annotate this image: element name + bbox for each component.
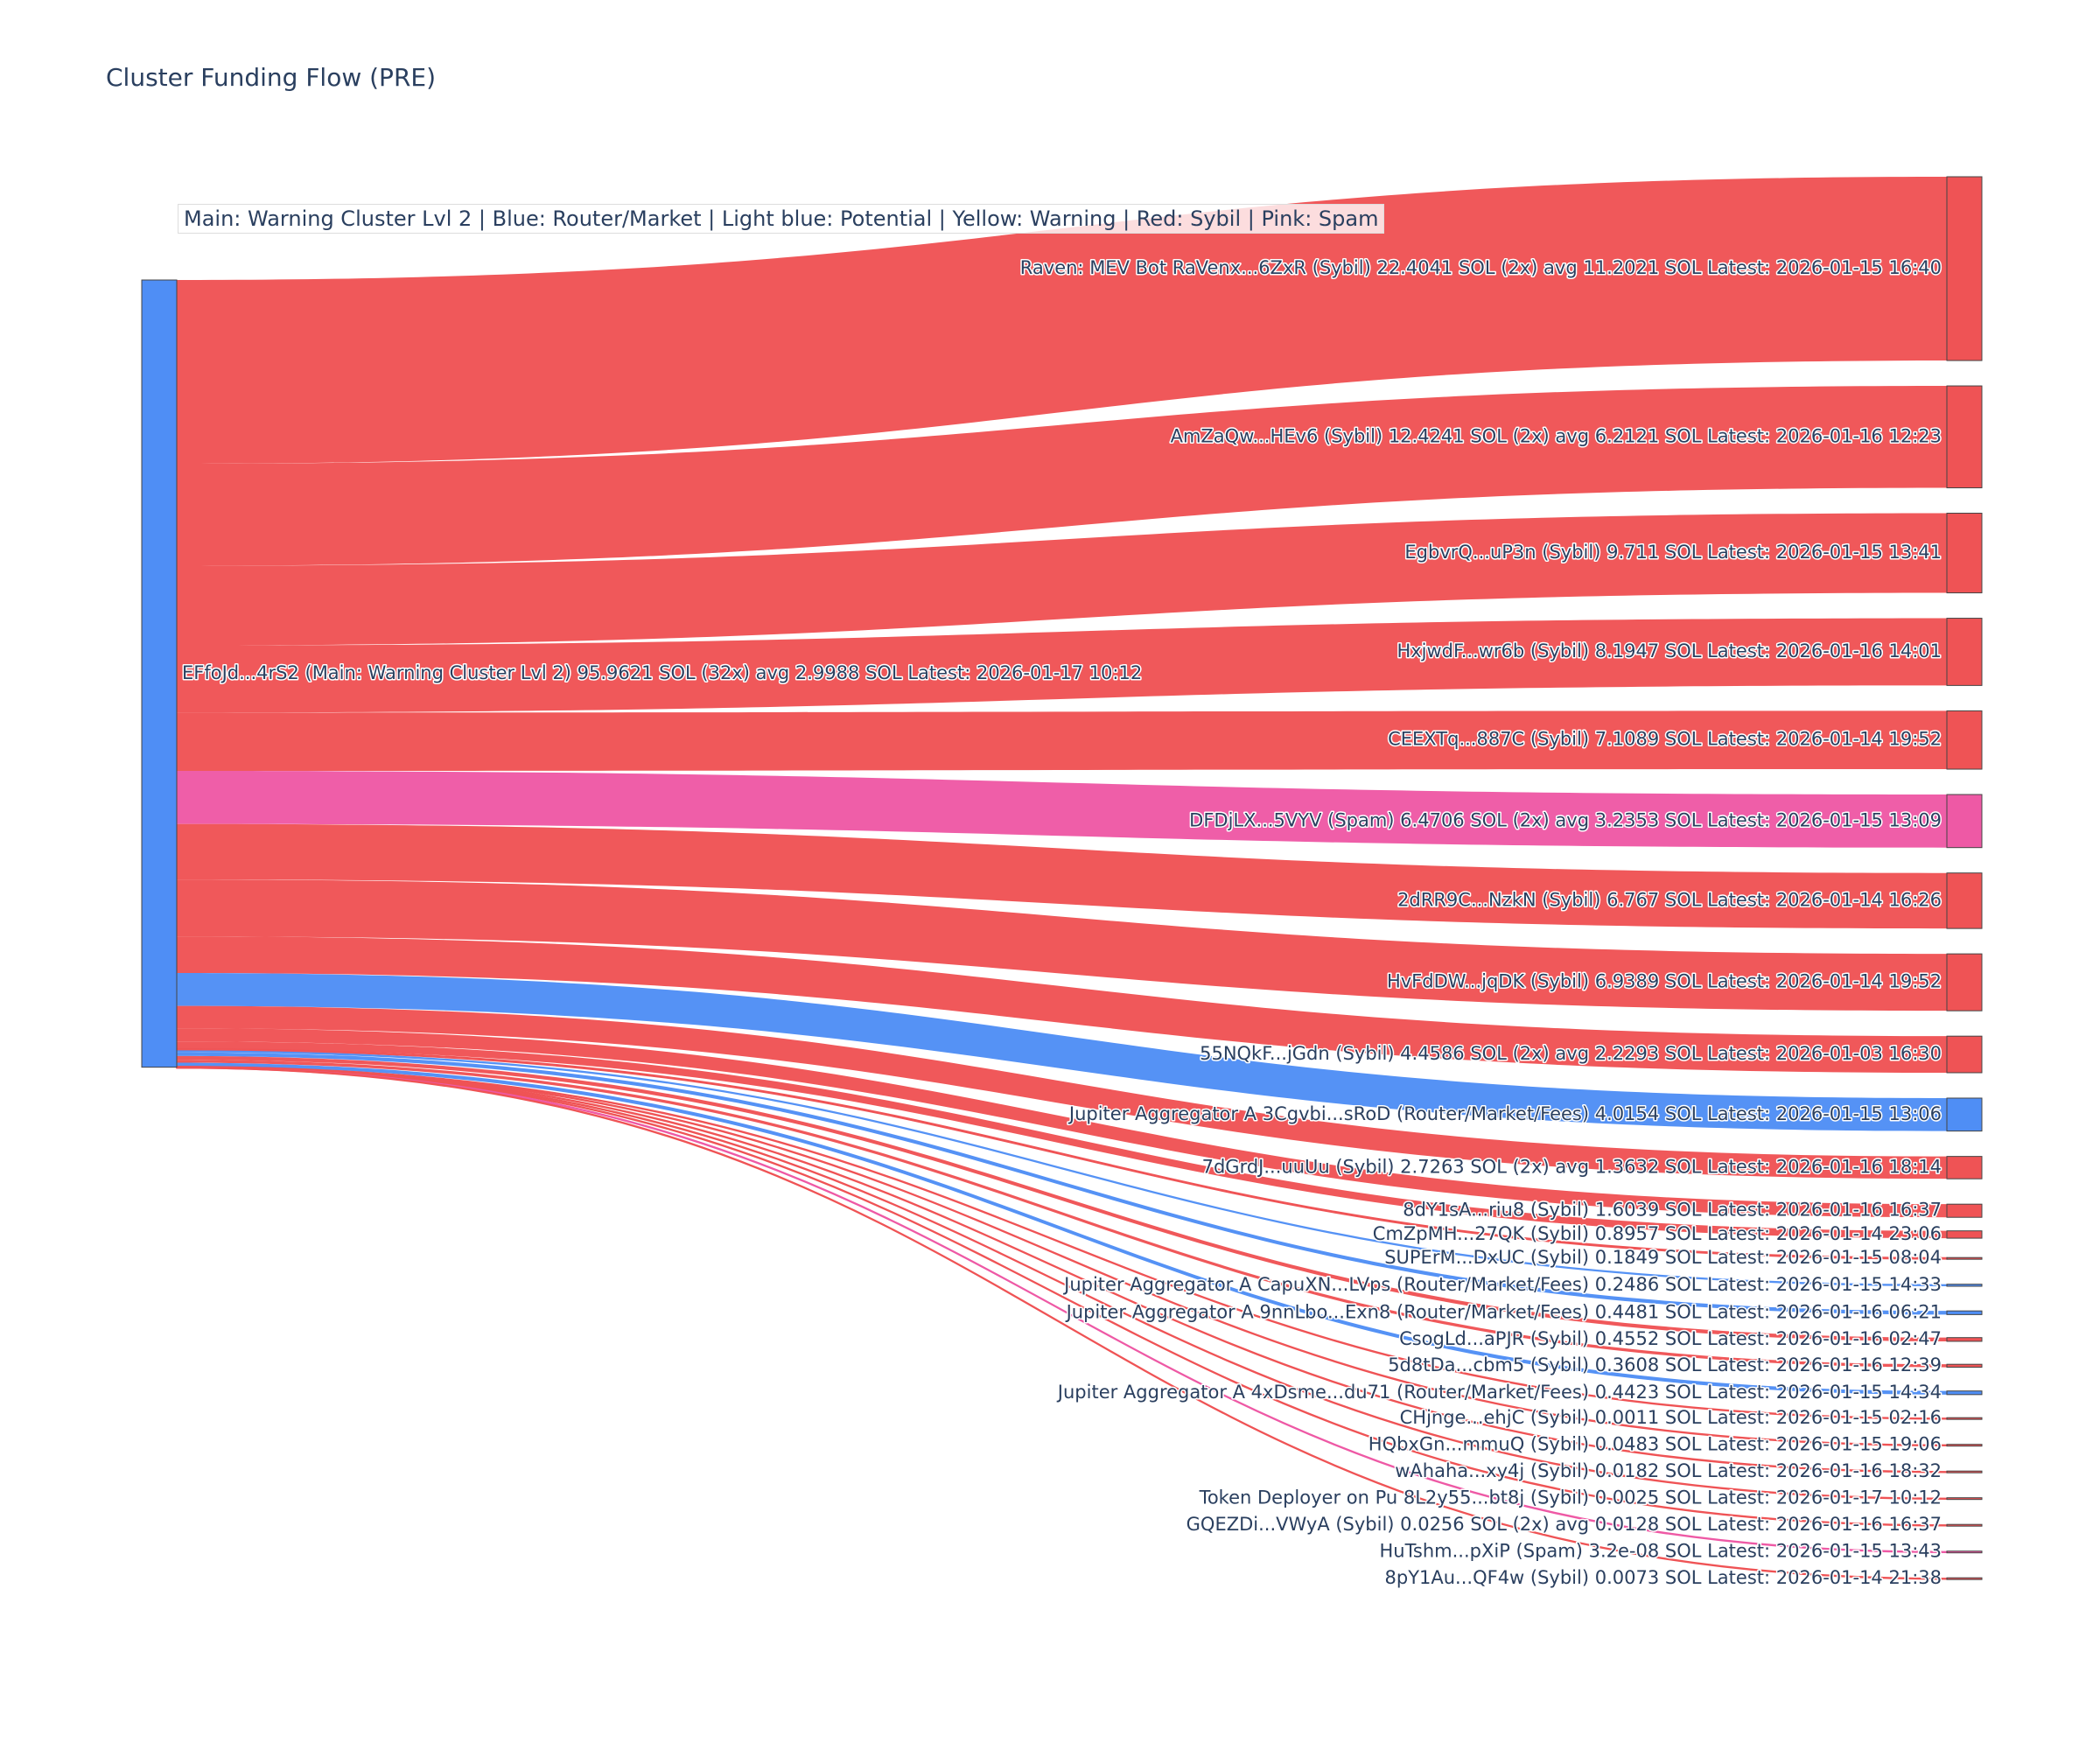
target-node-label-7: 2dRR9C...NzkN (Sybil) 6.767 SOL Latest: … (1397, 889, 1942, 910)
target-node-label-6: DFDjLX...5VYV (Spam) 6.4706 SOL (2x) avg… (1189, 809, 1942, 830)
target-node-11[interactable] (1946, 1156, 1983, 1180)
target-node-13[interactable] (1946, 1230, 1983, 1239)
target-node-8[interactable] (1946, 953, 1983, 1012)
target-node-25[interactable] (1946, 1550, 1983, 1554)
target-node-label-1: Raven: MEV Bot RaVenx...6ZxR (Sybil) 22.… (1020, 257, 1942, 278)
target-node-label-11: 7dGrdJ...uuUu (Sybil) 2.7263 SOL (2x) av… (1202, 1156, 1942, 1177)
target-node-2[interactable] (1946, 385, 1983, 489)
target-node-22[interactable] (1946, 1470, 1983, 1474)
target-node-16[interactable] (1946, 1310, 1983, 1315)
flow-link-7[interactable] (177, 823, 1947, 929)
target-node-label-3: EgbvrQ...uP3n (Sybil) 9.711 SOL Latest: … (1404, 542, 1942, 563)
target-node-3[interactable] (1946, 513, 1983, 594)
target-node-label-21: HQbxGn...mmuQ (Sybil) 0.0483 SOL Latest:… (1368, 1434, 1942, 1455)
target-node-label-5: CEEXTq...887C (Sybil) 7.1089 SOL Latest:… (1388, 729, 1942, 750)
flow-link-2[interactable] (177, 386, 1947, 566)
target-node-label-24: GQEZDi...VWyA (Sybil) 0.0256 SOL (2x) av… (1186, 1514, 1942, 1535)
flow-link-11[interactable] (177, 1005, 1947, 1180)
target-node-label-23: Token Deployer on Pu 8L2y55...bt8j (Sybi… (1199, 1488, 1942, 1508)
flow-link-5[interactable] (177, 710, 1947, 772)
target-node-label-22: wAhaha...xy4j (Sybil) 0.0182 SOL Latest:… (1395, 1460, 1942, 1481)
flow-link-19[interactable] (177, 1062, 1947, 1395)
target-node-19[interactable] (1946, 1390, 1983, 1396)
flow-link-3[interactable] (177, 513, 1947, 646)
target-node-21[interactable] (1946, 1444, 1983, 1447)
target-node-label-14: SUPErM...DxUC (Sybil) 0.1849 SOL Latest:… (1384, 1247, 1942, 1268)
target-node-label-4: HxjwdF...wr6b (Sybil) 8.1947 SOL Latest:… (1396, 640, 1942, 662)
target-node-14[interactable] (1946, 1256, 1983, 1260)
target-node-23[interactable] (1946, 1497, 1983, 1501)
target-node-26[interactable] (1946, 1577, 1983, 1580)
flow-link-6[interactable] (177, 771, 1947, 848)
target-node-10[interactable] (1946, 1097, 1983, 1132)
flow-link-18[interactable] (177, 1060, 1947, 1368)
target-node-label-10: Jupiter Aggregator A 3Cgvbi...sRoD (Rout… (1068, 1103, 1942, 1124)
target-node-label-25: HuTshm...pXiP (Spam) 3.2e-08 SOL Latest:… (1379, 1541, 1942, 1562)
target-node-label-15: Jupiter Aggregator A CapuXN...LVps (Rout… (1062, 1274, 1942, 1295)
source-node-label: EFfoJd...4rS2 (Main: Warning Cluster Lvl… (182, 662, 1142, 683)
legend-annotation: Main: Warning Cluster Lvl 2 | Blue: Rout… (178, 204, 1385, 234)
target-node-label-19: Jupiter Aggregator A 4xDsme...du71 (Rout… (1056, 1382, 1942, 1403)
target-node-label-2: AmZaQw...HEv6 (Sybil) 12.4241 SOL (2x) a… (1171, 425, 1942, 446)
flow-link-1[interactable] (177, 177, 1947, 465)
target-node-15[interactable] (1946, 1284, 1983, 1287)
flow-link-12[interactable] (177, 1028, 1947, 1218)
target-node-label-9: 55NQkF...jGdn (Sybil) 4.4586 SOL (2x) av… (1200, 1043, 1942, 1064)
flow-link-8[interactable] (177, 879, 1947, 1012)
target-node-24[interactable] (1946, 1523, 1983, 1527)
target-node-17[interactable] (1946, 1337, 1983, 1342)
target-node-label-20: CHjnge...ehjC (Sybil) 0.0011 SOL Latest:… (1400, 1407, 1942, 1428)
target-node-label-18: 5d8tDa...cbm5 (Sybil) 0.3608 SOL Latest:… (1388, 1354, 1942, 1376)
chart-title: Cluster Funding Flow (PRE) (106, 63, 437, 92)
flow-link-9[interactable] (177, 936, 1947, 1073)
sankey-nodes (141, 176, 1983, 1580)
target-node-label-8: HvFdDW...jqDK (Sybil) 6.9389 SOL Latest:… (1387, 971, 1942, 992)
target-node-9[interactable] (1946, 1035, 1983, 1074)
flow-link-13[interactable] (177, 1041, 1947, 1239)
sankey-labels: EFfoJd...4rS2 (Main: Warning Cluster Lvl… (181, 256, 1943, 1590)
flow-link-15[interactable] (177, 1050, 1947, 1287)
target-node-6[interactable] (1946, 794, 1983, 849)
target-node-20[interactable] (1946, 1417, 1983, 1420)
target-node-label-16: Jupiter Aggregator A 9nnLbo...Exn8 (Rout… (1065, 1301, 1942, 1322)
sankey-links (176, 177, 1948, 1580)
target-node-label-17: CsogLd...aPJR (Sybil) 0.4552 SOL Latest:… (1399, 1328, 1942, 1349)
flow-link-4[interactable] (177, 618, 1947, 713)
target-node-label-12: 8dY1sA...riu8 (Sybil) 1.6039 SOL Latest:… (1403, 1200, 1942, 1221)
flow-link-16[interactable] (177, 1052, 1947, 1315)
flow-link-17[interactable] (177, 1055, 1947, 1341)
target-node-4[interactable] (1946, 618, 1983, 686)
target-node-18[interactable] (1946, 1363, 1983, 1368)
flow-link-10[interactable] (177, 972, 1947, 1131)
source-node[interactable] (141, 279, 178, 1068)
target-node-label-26: 8pY1Au...QF4w (Sybil) 0.0073 SOL Latest:… (1385, 1567, 1942, 1588)
target-node-label-13: CmZpMH...27QK (Sybil) 0.8957 SOL Latest:… (1373, 1223, 1942, 1244)
target-node-7[interactable] (1946, 872, 1983, 929)
target-node-1[interactable] (1946, 176, 1983, 361)
target-node-5[interactable] (1946, 710, 1983, 770)
target-node-12[interactable] (1946, 1203, 1983, 1218)
